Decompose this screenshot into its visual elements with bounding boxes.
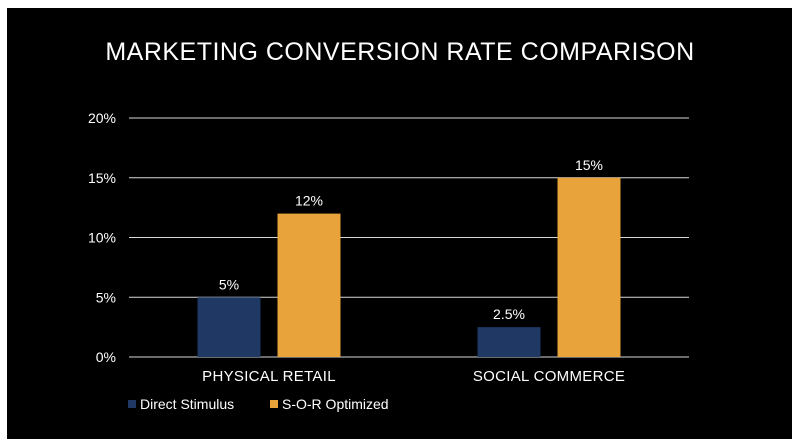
y-tick-label: 10% [88, 230, 116, 246]
bar-social-commerce-direct-stimulus [477, 327, 541, 357]
bar-physical-retail-s-o-r-optimized [277, 213, 341, 357]
x-axis-categories: PHYSICAL RETAIL SOCIAL COMMERCE [202, 368, 625, 385]
chart-frame: MARKETING CONVERSION RATE COMPARISON 0% 5… [7, 8, 792, 439]
x-category-label: PHYSICAL RETAIL [202, 368, 336, 385]
legend-swatch [270, 400, 278, 408]
y-tick-label: 15% [88, 170, 116, 186]
x-category-label: SOCIAL COMMERCE [473, 368, 625, 385]
y-tick-label: 20% [88, 110, 116, 126]
bar-social-commerce-s-o-r-optimized [557, 177, 621, 357]
y-tick-label: 0% [96, 349, 116, 365]
data-label: 5% [219, 276, 239, 292]
data-label: 15% [575, 157, 603, 173]
legend-entry: Direct Stimulus [140, 396, 234, 412]
y-tick-label: 5% [96, 289, 116, 305]
bars [197, 177, 621, 357]
legend-entry: S-O-R Optimized [282, 396, 389, 412]
y-axis-ticks: 0% 5% 10% 15% 20% [88, 110, 116, 365]
data-label: 12% [295, 193, 323, 209]
bar-physical-retail-direct-stimulus [197, 297, 261, 357]
legend: Direct Stimulus S-O-R Optimized [128, 396, 389, 412]
legend-swatch [128, 400, 136, 408]
data-labels: 5% 12% 2.5% 15% [219, 157, 603, 322]
chart-title: MARKETING CONVERSION RATE COMPARISON [105, 38, 694, 66]
data-label: 2.5% [493, 306, 525, 322]
bar-chart: MARKETING CONVERSION RATE COMPARISON 0% 5… [88, 38, 694, 412]
